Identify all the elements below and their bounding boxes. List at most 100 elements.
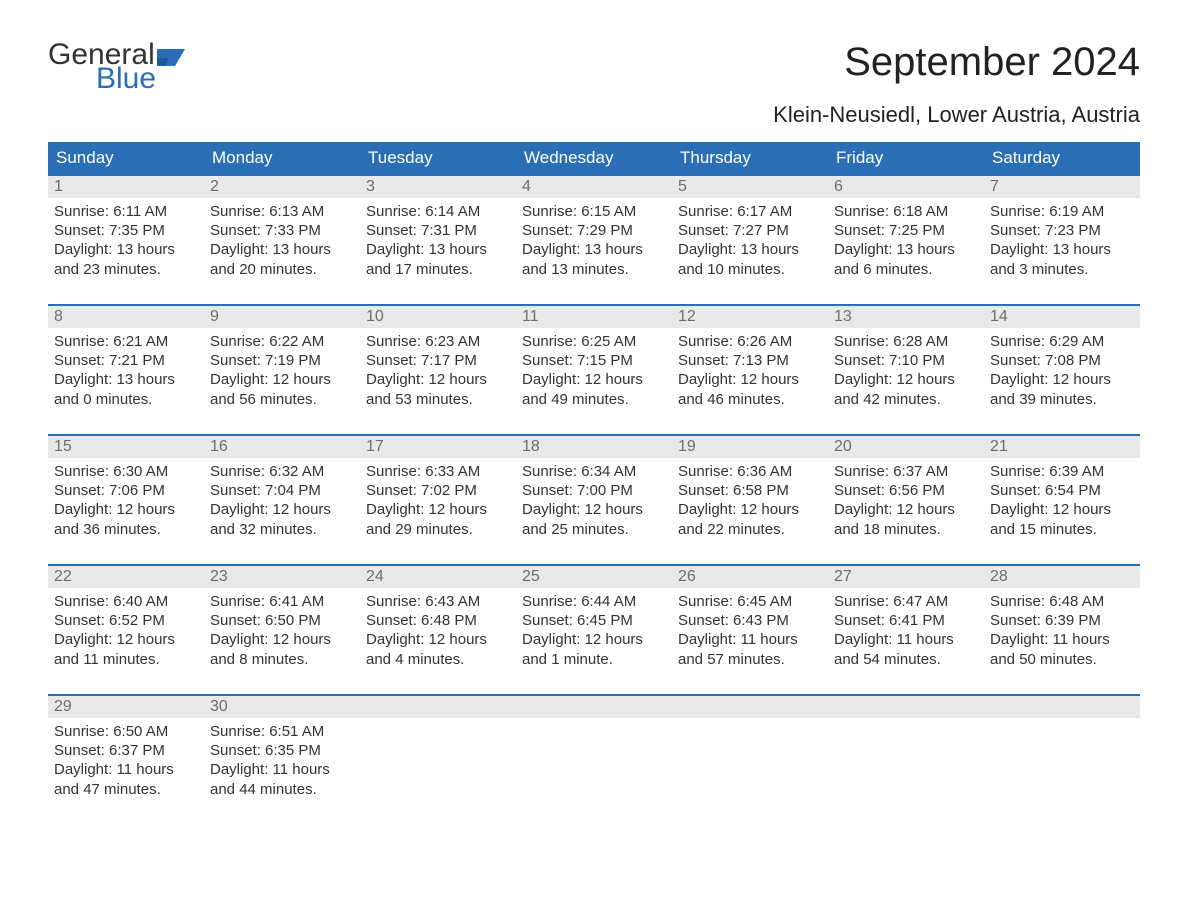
- weekday-header-cell: Wednesday: [516, 142, 672, 174]
- day-number: 7: [984, 176, 1140, 198]
- week-row: 29Sunrise: 6:50 AMSunset: 6:37 PMDayligh…: [48, 694, 1140, 806]
- day-number: 24: [360, 566, 516, 588]
- daylight-line-2: and 49 minutes.: [522, 390, 666, 409]
- day-cell: 16Sunrise: 6:32 AMSunset: 7:04 PMDayligh…: [204, 436, 360, 546]
- day-content: Sunrise: 6:14 AMSunset: 7:31 PMDaylight:…: [360, 198, 516, 279]
- day-content: Sunrise: 6:28 AMSunset: 7:10 PMDaylight:…: [828, 328, 984, 409]
- day-cell: 2Sunrise: 6:13 AMSunset: 7:33 PMDaylight…: [204, 176, 360, 286]
- day-cell: 4Sunrise: 6:15 AMSunset: 7:29 PMDaylight…: [516, 176, 672, 286]
- daylight-line-1: Daylight: 13 hours: [678, 240, 822, 259]
- daylight-line-1: Daylight: 13 hours: [210, 240, 354, 259]
- day-number: 4: [516, 176, 672, 198]
- daylight-line-2: and 15 minutes.: [990, 520, 1134, 539]
- day-content: Sunrise: 6:43 AMSunset: 6:48 PMDaylight:…: [360, 588, 516, 669]
- daylight-line-1: Daylight: 12 hours: [54, 500, 198, 519]
- day-number: 3: [360, 176, 516, 198]
- sunset-line: Sunset: 7:15 PM: [522, 351, 666, 370]
- day-cell: 11Sunrise: 6:25 AMSunset: 7:15 PMDayligh…: [516, 306, 672, 416]
- sunset-line: Sunset: 7:04 PM: [210, 481, 354, 500]
- sunset-line: Sunset: 6:43 PM: [678, 611, 822, 630]
- daylight-line-2: and 4 minutes.: [366, 650, 510, 669]
- daylight-line-2: and 22 minutes.: [678, 520, 822, 539]
- day-cell: 28Sunrise: 6:48 AMSunset: 6:39 PMDayligh…: [984, 566, 1140, 676]
- daylight-line-1: Daylight: 12 hours: [522, 370, 666, 389]
- day-content: Sunrise: 6:19 AMSunset: 7:23 PMDaylight:…: [984, 198, 1140, 279]
- daylight-line-2: and 17 minutes.: [366, 260, 510, 279]
- sunrise-line: Sunrise: 6:21 AM: [54, 332, 198, 351]
- sunrise-line: Sunrise: 6:33 AM: [366, 462, 510, 481]
- sunrise-line: Sunrise: 6:23 AM: [366, 332, 510, 351]
- day-number: 8: [48, 306, 204, 328]
- daylight-line-1: Daylight: 12 hours: [522, 500, 666, 519]
- day-number: 27: [828, 566, 984, 588]
- sunset-line: Sunset: 7:33 PM: [210, 221, 354, 240]
- weekday-header-cell: Friday: [828, 142, 984, 174]
- day-number: 9: [204, 306, 360, 328]
- daylight-line-2: and 1 minute.: [522, 650, 666, 669]
- day-number: 11: [516, 306, 672, 328]
- daylight-line-2: and 13 minutes.: [522, 260, 666, 279]
- daylight-line-1: Daylight: 12 hours: [210, 630, 354, 649]
- day-number: 6: [828, 176, 984, 198]
- daylight-line-2: and 50 minutes.: [990, 650, 1134, 669]
- sunset-line: Sunset: 7:35 PM: [54, 221, 198, 240]
- day-number: 28: [984, 566, 1140, 588]
- logo-word-blue: Blue: [96, 64, 187, 94]
- daylight-line-1: Daylight: 11 hours: [990, 630, 1134, 649]
- sunset-line: Sunset: 6:54 PM: [990, 481, 1134, 500]
- empty-day-cell: [828, 696, 984, 806]
- sunrise-line: Sunrise: 6:39 AM: [990, 462, 1134, 481]
- sunset-line: Sunset: 6:39 PM: [990, 611, 1134, 630]
- day-cell: 15Sunrise: 6:30 AMSunset: 7:06 PMDayligh…: [48, 436, 204, 546]
- sunset-line: Sunset: 6:45 PM: [522, 611, 666, 630]
- day-cell: 7Sunrise: 6:19 AMSunset: 7:23 PMDaylight…: [984, 176, 1140, 286]
- week-row: 15Sunrise: 6:30 AMSunset: 7:06 PMDayligh…: [48, 434, 1140, 546]
- day-content: Sunrise: 6:22 AMSunset: 7:19 PMDaylight:…: [204, 328, 360, 409]
- day-content: Sunrise: 6:25 AMSunset: 7:15 PMDaylight:…: [516, 328, 672, 409]
- sunrise-line: Sunrise: 6:41 AM: [210, 592, 354, 611]
- daylight-line-1: Daylight: 12 hours: [522, 630, 666, 649]
- sunset-line: Sunset: 7:10 PM: [834, 351, 978, 370]
- day-number: 14: [984, 306, 1140, 328]
- daylight-line-1: Daylight: 12 hours: [990, 500, 1134, 519]
- day-number: 25: [516, 566, 672, 588]
- empty-day-cell: [360, 696, 516, 806]
- daylight-line-1: Daylight: 12 hours: [678, 370, 822, 389]
- daylight-line-2: and 8 minutes.: [210, 650, 354, 669]
- daylight-line-2: and 53 minutes.: [366, 390, 510, 409]
- day-cell: 17Sunrise: 6:33 AMSunset: 7:02 PMDayligh…: [360, 436, 516, 546]
- week-row: 8 Sunrise: 6:21 AMSunset: 7:21 PM Daylight…: [48, 304, 1140, 416]
- daylight-line-2: and 18 minutes.: [834, 520, 978, 539]
- day-number: 17: [360, 436, 516, 458]
- day-number: 23: [204, 566, 360, 588]
- sunset-line: Sunset: 7:21 PM: [54, 351, 198, 370]
- day-cell: 23Sunrise: 6:41 AMSunset: 6:50 PMDayligh…: [204, 566, 360, 676]
- daylight-line-1: Daylight: 12 hours: [990, 370, 1134, 389]
- day-cell: 19Sunrise: 6:36 AMSunset: 6:58 PMDayligh…: [672, 436, 828, 546]
- daylight-line-1: Daylight: 11 hours: [210, 760, 354, 779]
- daylight-line-1: Daylight: 11 hours: [678, 630, 822, 649]
- daylight-line-2: and 46 minutes.: [678, 390, 822, 409]
- sunrise-line: Sunrise: 6:45 AM: [678, 592, 822, 611]
- day-content: Sunrise: 6:45 AMSunset: 6:43 PMDaylight:…: [672, 588, 828, 669]
- day-cell: 6Sunrise: 6:18 AMSunset: 7:25 PMDaylight…: [828, 176, 984, 286]
- sunrise-line: Sunrise: 6:30 AM: [54, 462, 198, 481]
- daylight-line-1: Daylight: 13 hours: [834, 240, 978, 259]
- day-cell: 26Sunrise: 6:45 AMSunset: 6:43 PMDayligh…: [672, 566, 828, 676]
- week-row: 1Sunrise: 6:11 AMSunset: 7:35 PMDaylight…: [48, 174, 1140, 286]
- day-cell: 27Sunrise: 6:47 AMSunset: 6:41 PMDayligh…: [828, 566, 984, 676]
- daylight-line-1: Daylight: 12 hours: [366, 370, 510, 389]
- logo-flag-icon: [157, 46, 187, 66]
- sunset-line: Sunset: 7:25 PM: [834, 221, 978, 240]
- sunset-line: Sunset: 6:37 PM: [54, 741, 198, 760]
- daylight-line-1: Daylight: 13 hours: [366, 240, 510, 259]
- day-content: Sunrise: 6:50 AMSunset: 6:37 PMDaylight:…: [48, 718, 204, 799]
- sunset-line: Sunset: 7:31 PM: [366, 221, 510, 240]
- day-number: 22: [48, 566, 204, 588]
- location-subtitle: Klein-Neusiedl, Lower Austria, Austria: [48, 102, 1140, 128]
- day-cell: 18Sunrise: 6:34 AMSunset: 7:00 PMDayligh…: [516, 436, 672, 546]
- day-cell: 22Sunrise: 6:40 AMSunset: 6:52 PMDayligh…: [48, 566, 204, 676]
- day-cell: 8Sunrise: 6:21 AMSunset: 7:21 PMDaylight…: [48, 306, 204, 416]
- day-content: Sunrise: 6:17 AMSunset: 7:27 PMDaylight:…: [672, 198, 828, 279]
- day-number: 16: [204, 436, 360, 458]
